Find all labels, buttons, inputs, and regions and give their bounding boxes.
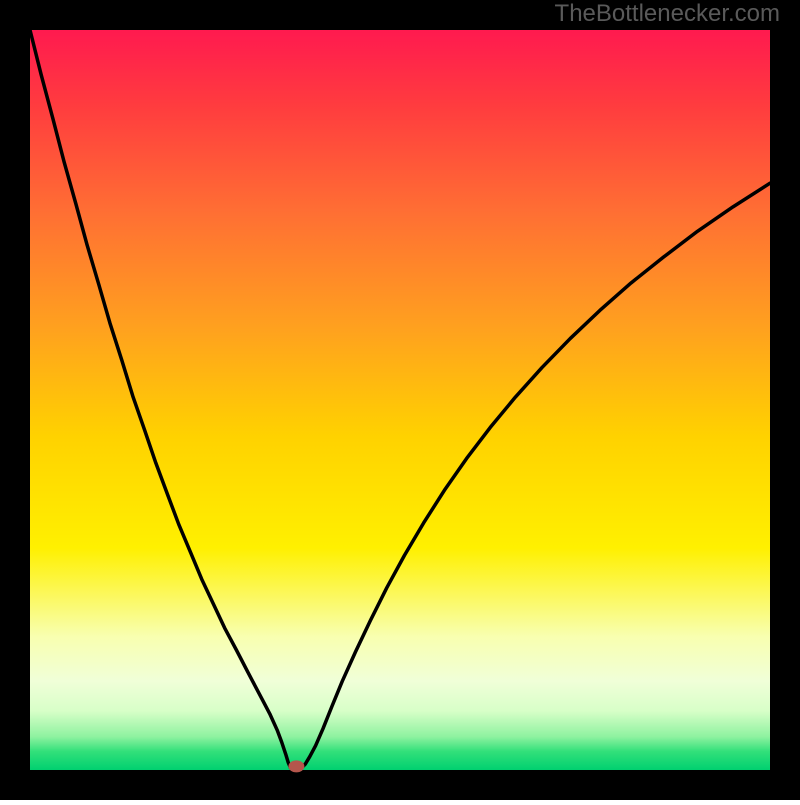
chart-container: TheBottlenecker.com (0, 0, 800, 800)
bottleneck-chart (0, 0, 800, 800)
optimal-point-marker (288, 760, 304, 772)
chart-background (30, 30, 770, 770)
watermark-label: TheBottlenecker.com (555, 0, 780, 28)
